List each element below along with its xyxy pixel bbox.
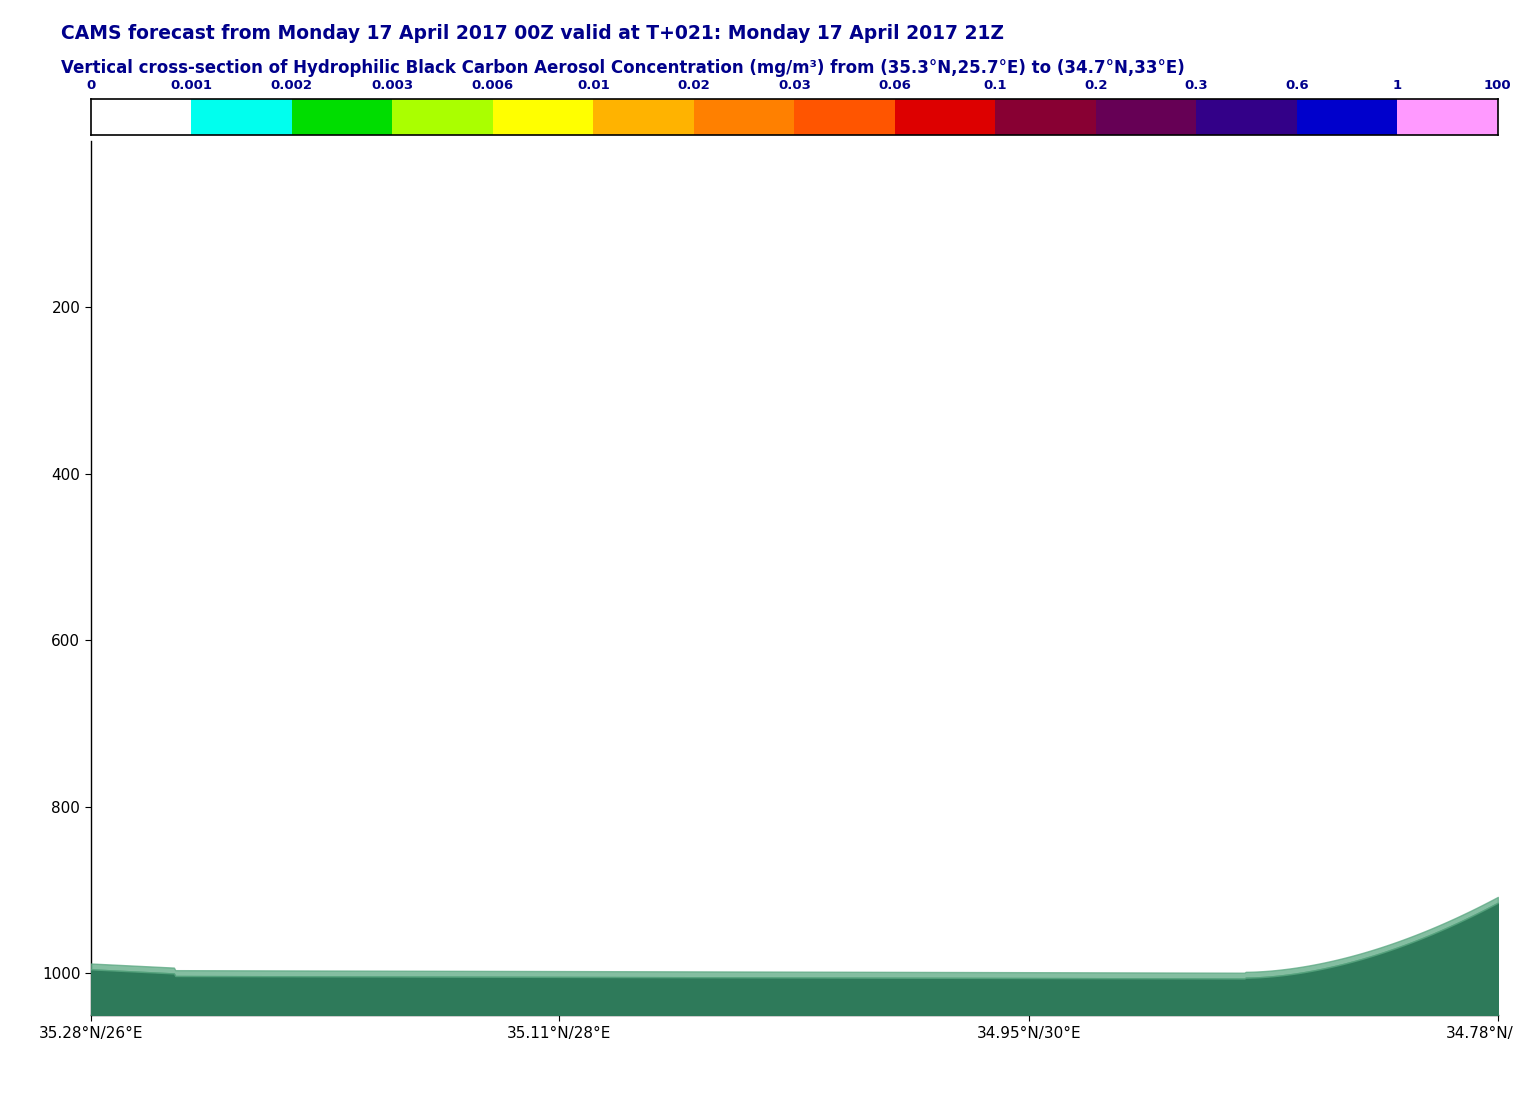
Text: 0.001: 0.001 [171,79,212,92]
Text: 0.3: 0.3 [1185,79,1209,92]
Text: 0.6: 0.6 [1285,79,1309,92]
Text: 0.02: 0.02 [678,79,710,92]
Text: 1: 1 [1393,79,1403,92]
Text: 0.06: 0.06 [879,79,911,92]
Text: 0: 0 [86,79,95,92]
Text: Vertical cross-section of Hydrophilic Black Carbon Aerosol Concentration (mg/m³): Vertical cross-section of Hydrophilic Bl… [61,59,1185,77]
Text: 100: 100 [1484,79,1511,92]
Text: 0.01: 0.01 [576,79,610,92]
Text: 0.1: 0.1 [983,79,1008,92]
Text: 0.03: 0.03 [778,79,811,92]
Text: 0.2: 0.2 [1085,79,1108,92]
Text: CAMS forecast from Monday 17 April 2017 00Z valid at T+021: Monday 17 April 2017: CAMS forecast from Monday 17 April 2017 … [61,24,1003,43]
Text: 0.002: 0.002 [271,79,313,92]
Text: 0.006: 0.006 [472,79,514,92]
Text: 0.003: 0.003 [371,79,413,92]
